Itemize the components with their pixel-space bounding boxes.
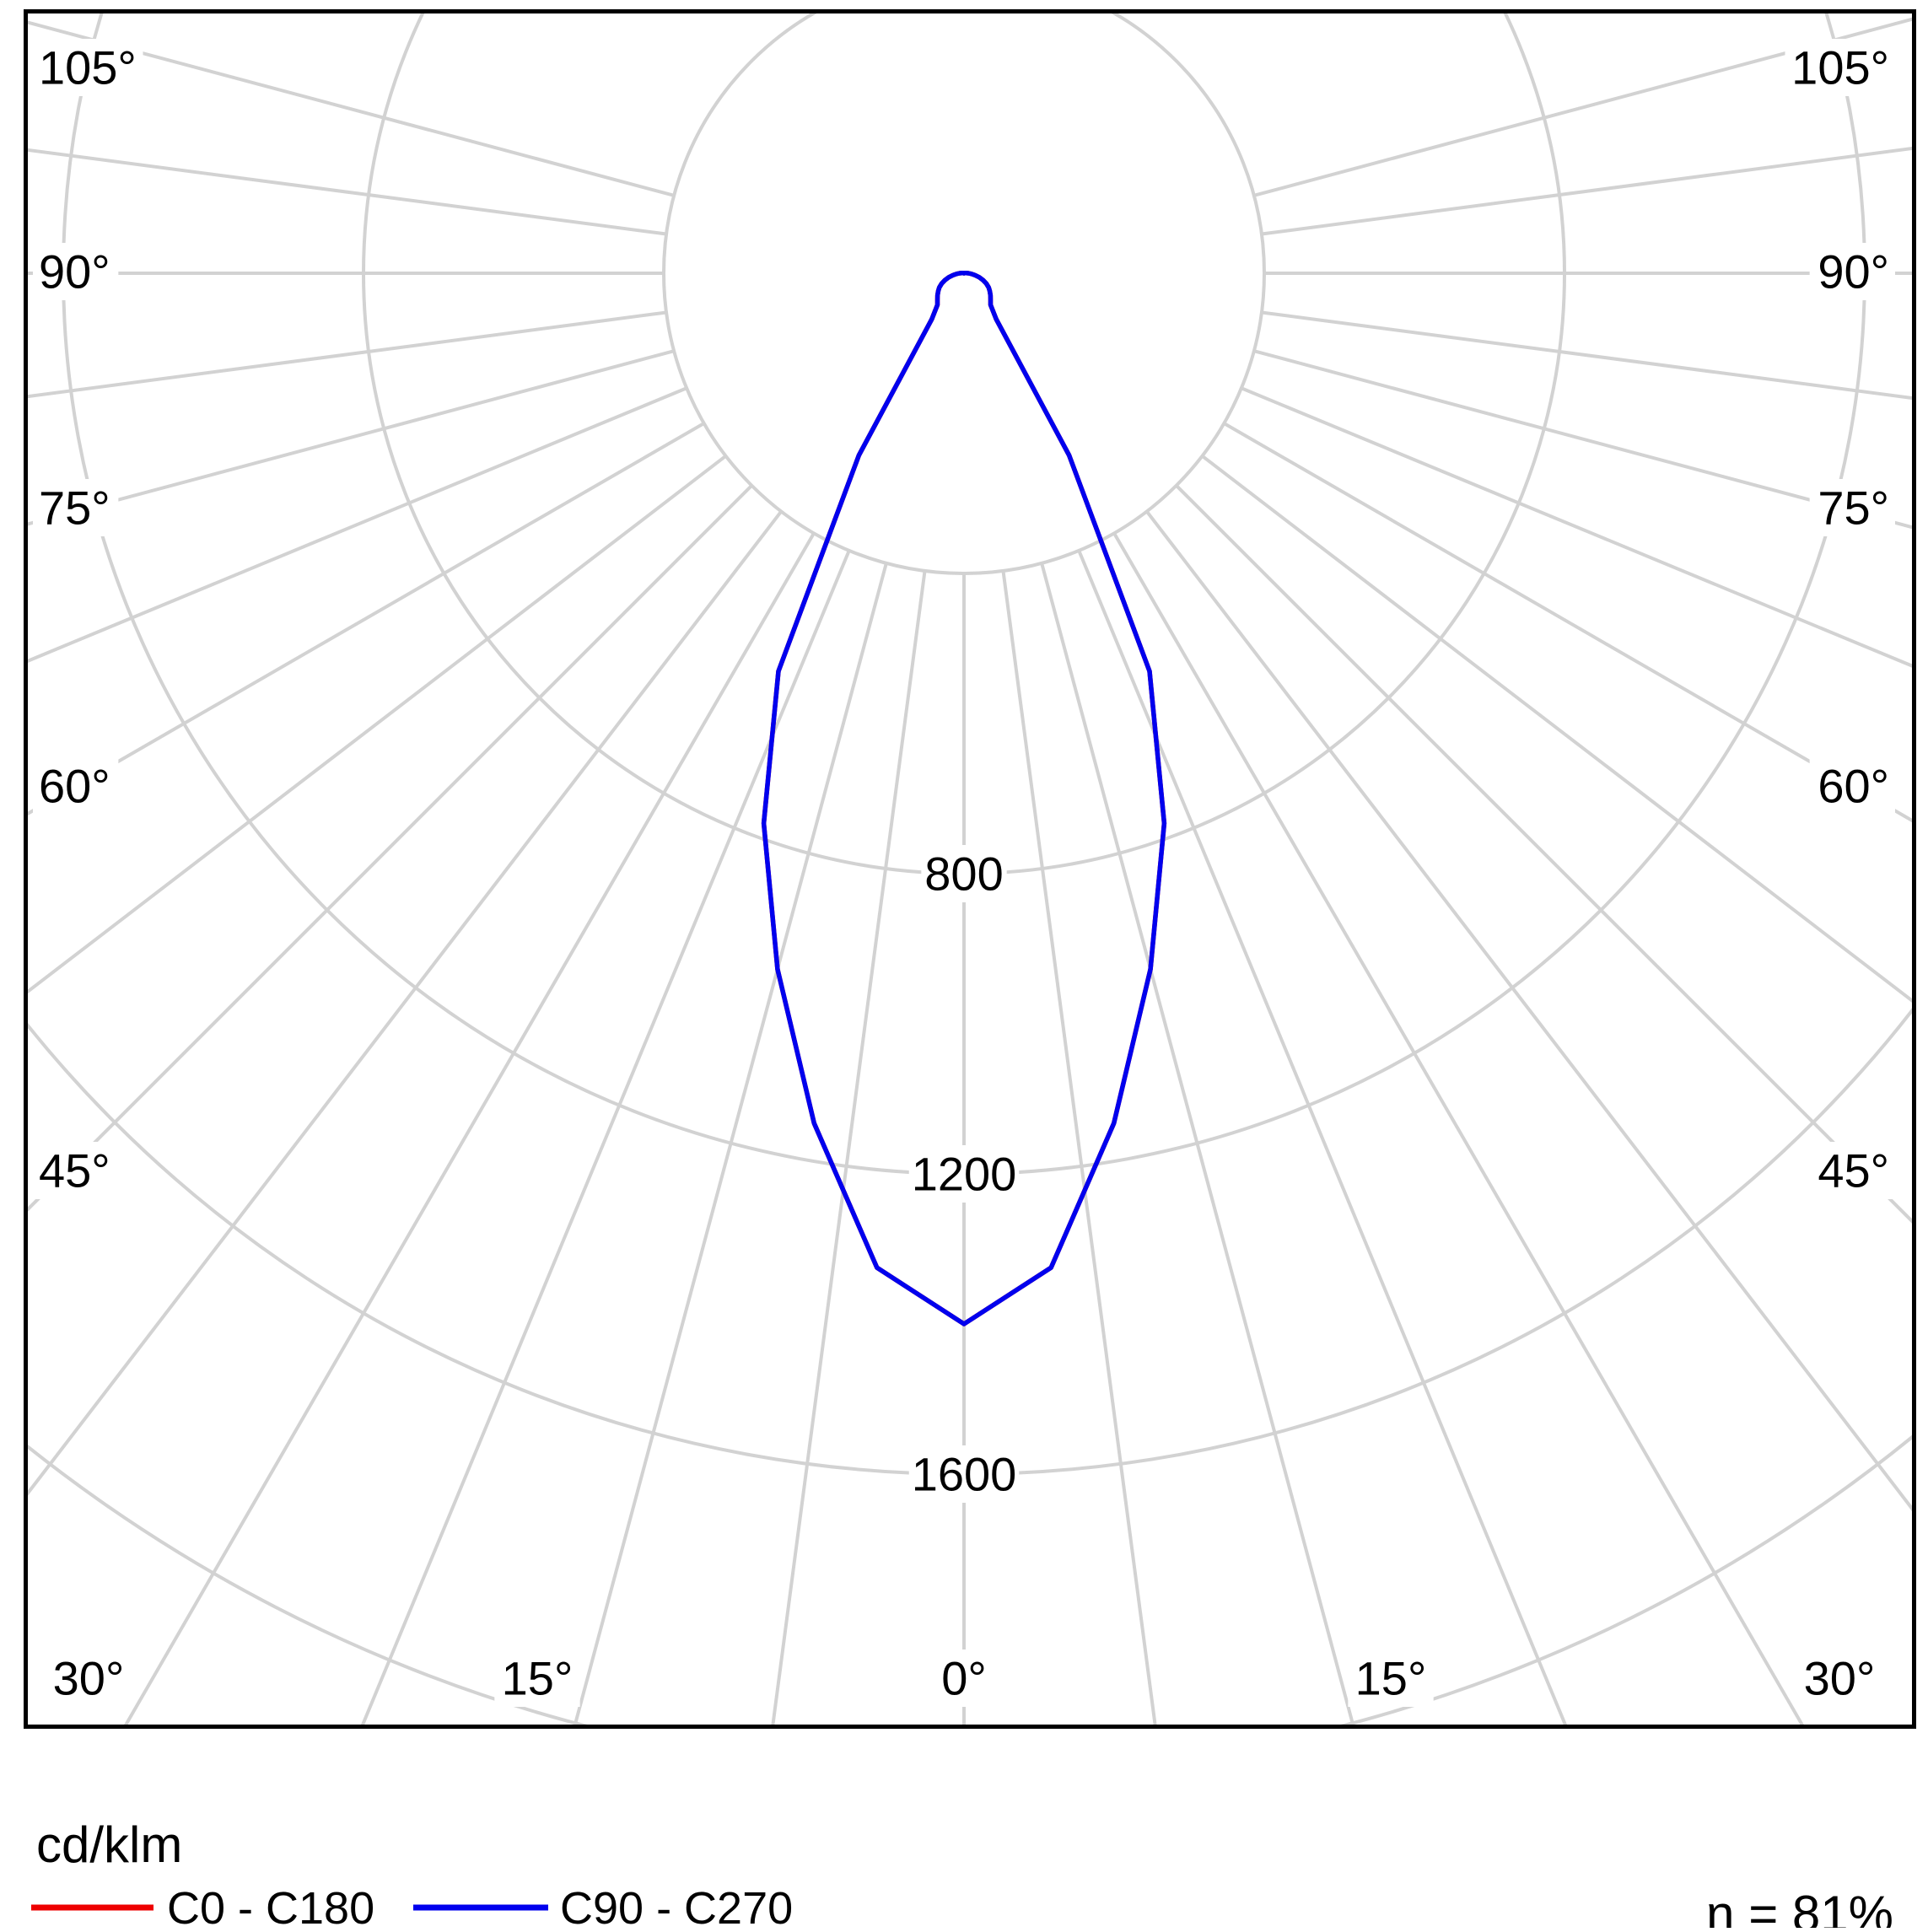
axis-labels: 800 1200 1600 0° 15° 15° 30° 30° 45° 60° 75° 90° 105… — [33, 39, 1895, 1707]
angle-label-left-45°: 45° — [39, 1144, 110, 1197]
gamma-line-right-82.5 — [1261, 310, 1912, 400]
angle-label-left-60°-bg — [33, 757, 119, 815]
units-label: cd/klm — [36, 1816, 182, 1873]
gamma-line-right-15 — [1040, 562, 1355, 1725]
angle-label-left-75°-bg — [33, 479, 119, 536]
curve-c90-c270 — [761, 271, 1167, 1327]
gamma-line-right-7.5 — [1001, 570, 1157, 1725]
gamma-line-left-67.5 — [28, 386, 687, 663]
gamma-line-right-37.5 — [1145, 510, 1912, 1512]
angle-label-left-105°-bg — [33, 39, 143, 96]
angle-label-right-105°: 105° — [1791, 41, 1889, 94]
radial-value-label-1600-bg — [908, 1445, 1020, 1503]
gamma-line-right-30 — [1112, 532, 1804, 1725]
angle-label-right-75°: 75° — [1818, 482, 1889, 535]
angle-label-right-90°: 90° — [1818, 245, 1889, 299]
gamma-line-right-105 — [1253, 17, 1912, 197]
gamma-line-right-22.5 — [1077, 550, 1568, 1725]
angle-label-right-60°: 60° — [1818, 760, 1889, 813]
angle-label-right-105°-bg — [1785, 39, 1895, 96]
legend-label-c90-c270: C90 - C270 — [560, 1883, 793, 1928]
gamma-line-left-37.5 — [28, 510, 783, 1496]
gamma-line-left-30 — [124, 532, 816, 1725]
gamma-line-left-15 — [573, 562, 888, 1725]
efficiency-label: η = 81% — [1706, 1886, 1893, 1928]
angle-label-bottom-0: 0° — [941, 1652, 987, 1705]
angle-label-bottom-right-15°-bg — [1348, 1649, 1434, 1707]
radial-value-label-1600: 1600 — [912, 1448, 1017, 1501]
gamma-line-left-60 — [28, 422, 705, 816]
gamma-line-left-105 — [28, 20, 675, 197]
angle-label-bottom-right-30°-bg — [1796, 1649, 1882, 1707]
angle-label-left-105°: 105° — [39, 41, 137, 94]
angle-label-bottom-right-30°: 30° — [1804, 1652, 1876, 1705]
angle-label-bottom-left-30°-bg — [46, 1649, 132, 1707]
angle-label-right-90°-bg — [1809, 243, 1895, 300]
gamma-line-left-7.5 — [771, 570, 927, 1725]
angle-label-left-90°: 90° — [39, 245, 110, 299]
intensity-curves — [761, 271, 1167, 1327]
gamma-line-left-22.5 — [360, 550, 851, 1725]
gamma-line-right-67.5 — [1241, 386, 1912, 668]
angle-label-left-75°: 75° — [39, 482, 110, 535]
gamma-line-left-97.5 — [28, 148, 667, 236]
angle-label-left-60°: 60° — [39, 760, 110, 813]
angle-label-bottom-left-15°: 15° — [502, 1652, 574, 1705]
gamma-line-right-52.5 — [1201, 455, 1912, 1003]
angle-label-right-60°-bg — [1809, 757, 1895, 815]
gamma-line-left-82.5 — [28, 310, 667, 399]
gamma-line-right-97.5 — [1261, 147, 1912, 236]
angle-label-right-45°: 45° — [1818, 1144, 1889, 1197]
gamma-line-right-60 — [1223, 422, 1912, 823]
angle-label-bottom-left-15°-bg — [494, 1649, 580, 1707]
radial-value-label-800: 800 — [924, 848, 1003, 901]
legend-label-c0-c180: C0 - C180 — [167, 1883, 374, 1928]
angle-label-bottom-0-bg — [933, 1649, 995, 1707]
radial-value-label-1200-bg — [908, 1145, 1020, 1203]
gamma-line-left-75 — [28, 349, 675, 526]
gamma-line-left-52.5 — [28, 455, 727, 994]
angle-label-right-75°-bg — [1809, 479, 1895, 536]
angle-label-bottom-left-30°: 30° — [53, 1652, 125, 1705]
radial-value-label-1200: 1200 — [912, 1148, 1017, 1201]
angle-label-left-90°-bg — [33, 243, 119, 300]
angle-label-bottom-right-15°: 15° — [1355, 1652, 1427, 1705]
angle-label-right-45°-bg — [1809, 1142, 1895, 1199]
radial-value-label-800-bg — [921, 845, 1007, 902]
gamma-line-right-75 — [1253, 349, 1912, 530]
angle-label-left-45°-bg — [33, 1142, 119, 1199]
